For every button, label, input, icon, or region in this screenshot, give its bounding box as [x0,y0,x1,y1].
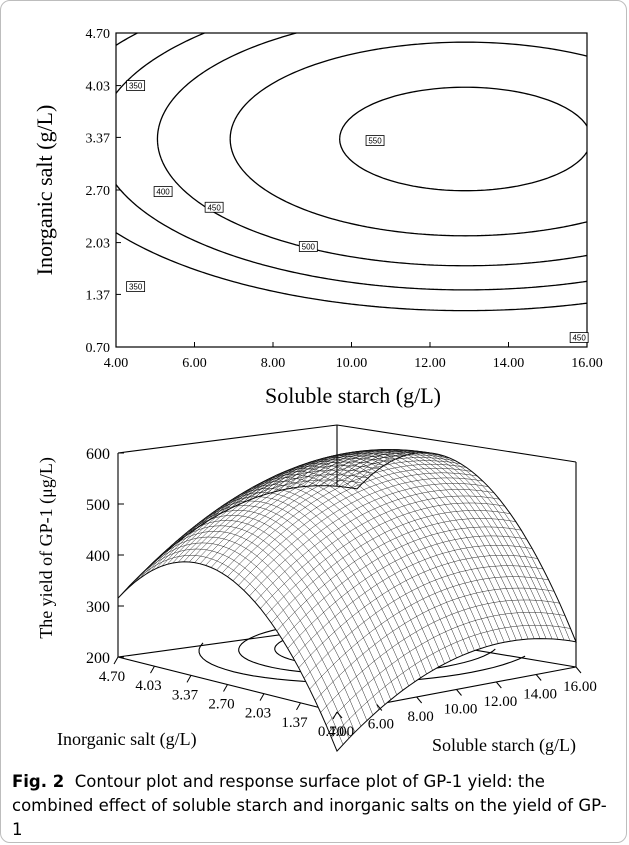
contour-y-tick-label: 0.70 [86,341,111,356]
surface-starch-tick [376,704,383,711]
surface-starch-tick-label: 14.00 [523,687,557,703]
surface-starch-tick [336,711,343,719]
contour-label: 450 [204,201,224,213]
figure-svg: 350 400 450 500 550 350 450 4.00 6.00 8.00 10.00 1… [32,27,603,756]
contour-label: 450 [569,332,589,343]
contour-lines [115,32,588,312]
surface-salt-tick-label: 0.70 [318,724,344,740]
surface-starch-tick [535,674,542,681]
svg-text:350: 350 [129,283,143,292]
svg-text:500: 500 [302,243,316,252]
surface-salt-label: Inorganic salt (g/L) [57,729,197,750]
surface-plot: 200 300 400 500 600 4.70 4.03 3.37 2.70 2.03 1.37… [36,424,597,756]
surface-starch-tick-label: 6.00 [368,717,394,733]
surface-starch-tick-label: 8.00 [408,709,434,725]
surface-salt-ticks: 4.70 4.03 3.37 2.70 2.03 1.37 0.70 [99,656,344,740]
contour-label: 550 [365,135,385,146]
surface-z-tick-label: 300 [86,599,110,616]
surface-mesh [117,449,577,753]
surface-starch-tick-label: 4.00 [328,724,354,740]
contour-y-tick-label: 3.37 [86,131,111,146]
contour-line [338,86,588,192]
caption-label: Fig. 2 [12,772,65,791]
surface-z-ticks: 200 300 400 500 600 [86,446,124,667]
surface-starch-tick [416,696,423,704]
surface-z-tick-label: 600 [86,446,110,463]
surface-z-tick-label: 200 [86,650,110,667]
svg-text:400: 400 [156,188,170,197]
surface-starch-tick [575,666,582,674]
surface-salt-tick [113,656,119,665]
contour-y-tick-label: 2.70 [86,184,111,199]
contour-label: 500 [298,241,318,252]
contour-x-ticks: 4.00 6.00 8.00 10.00 12.00 14.00 16.00 [104,342,603,371]
svg-text:450: 450 [207,203,221,212]
surface-starch-tick [495,681,502,689]
surface-starch-tick-label: 16.00 [563,679,597,695]
surface-starch-tick-label: 12.00 [483,694,517,710]
contour-line [115,32,588,291]
surface-z-label: The yield of GP-1 (μg/L) [36,457,57,639]
contour-x-label: Soluble starch (g/L) [265,383,441,408]
surface-salt-tick-label: 3.37 [172,687,199,703]
surface-starch-label: Soluble starch (g/L) [432,735,576,756]
contour-y-tick-label: 2.03 [86,237,111,252]
surface-starch-tick [456,689,462,696]
surface-salt-tick-label: 4.70 [99,669,125,685]
contour-y-ticks: 0.70 1.37 2.03 2.70 3.37 4.03 4.70 [86,27,121,356]
contour-x-tick-label: 4.00 [104,356,129,371]
surface-salt-tick-label: 1.37 [281,715,308,731]
contour-labels: 350 400 450 500 550 350 450 [126,80,589,343]
contour-plot: 350 400 450 500 550 350 450 4.00 6.00 8.00 10.00 1… [32,27,603,408]
svg-text:450: 450 [572,334,586,343]
surface-salt-tick [296,702,301,711]
contour-x-tick-label: 8.00 [261,356,286,371]
contour-x-tick-label: 10.00 [336,356,368,371]
contour-x-tick-label: 14.00 [493,356,525,371]
contour-label: 350 [126,281,146,292]
contour-y-label: Inorganic salt (g/L) [32,105,57,276]
contour-x-tick-label: 16.00 [571,356,603,371]
surface-salt-tick [332,711,338,720]
surface-salt-tick-label: 2.70 [208,697,234,713]
surface-z-tick-label: 400 [86,548,110,565]
svg-text:350: 350 [129,82,143,91]
figure-caption: Fig. 2 Contour plot and response surface… [12,770,612,842]
svg-text:550: 550 [368,137,382,146]
contour-y-tick-label: 1.37 [86,288,111,303]
contour-line [229,41,588,237]
surface-grid [117,449,577,752]
surface-z-tick-label: 500 [86,497,110,514]
surface-starch-tick-label: 10.00 [444,702,478,718]
caption-text: Contour plot and response surface plot o… [12,772,607,839]
surface-salt-tick [150,665,155,674]
contour-label: 400 [153,186,173,197]
surface-starch-ticks: 4.00 6.00 8.00 10.00 12.00 14.00 16.00 [328,666,597,740]
contour-y-tick-label: 4.03 [86,80,111,95]
contour-line [115,32,588,312]
surface-salt-tick [259,693,265,701]
contour-label: 350 [126,80,146,91]
surface-salt-tick-label: 4.03 [135,678,161,694]
contour-x-tick-label: 6.00 [182,356,207,371]
surface-salt-tick [186,675,192,683]
contour-line [156,32,588,267]
contour-x-tick-label: 12.00 [414,356,446,371]
contour-y-tick-label: 4.70 [86,27,111,42]
surface-salt-tick-label: 2.03 [245,706,271,722]
surface-salt-tick [223,684,228,692]
contour-plot-area [115,32,588,348]
